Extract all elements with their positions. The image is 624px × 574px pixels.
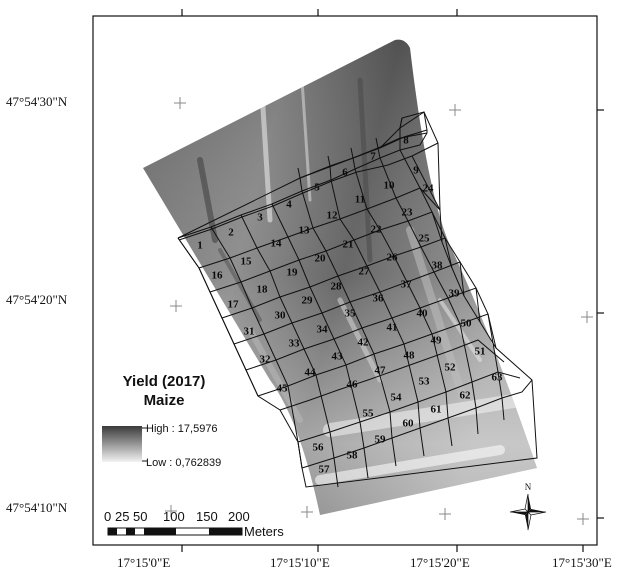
plot-label: 50 — [461, 318, 473, 330]
scale-tick-100: 100 — [163, 509, 185, 524]
plot-label: 5 — [314, 182, 320, 194]
scale-tick-50: 50 — [133, 509, 147, 524]
plot-label: 42 — [358, 337, 370, 349]
plot-label: 2 — [228, 227, 234, 239]
scale-tick-25: 25 — [115, 509, 129, 524]
lon-label-3: 17°15'20"E — [410, 555, 470, 570]
plot-label: 48 — [404, 350, 416, 362]
plot-label: 6 — [342, 167, 348, 179]
plot-label: 1 — [197, 240, 203, 252]
plot-label: 15 — [241, 256, 253, 268]
plot-label: 23 — [402, 207, 414, 219]
plot-label: 4 — [286, 199, 292, 211]
legend-title: Yield (2017) — [123, 373, 206, 390]
plot-label: 35 — [345, 308, 357, 320]
plot-label: 9 — [413, 165, 419, 177]
plot-label: 57 — [319, 464, 331, 476]
plot-label: 52 — [445, 362, 457, 374]
legend-low-label: Low : 0,762839 — [146, 457, 221, 469]
field-raster — [143, 39, 537, 516]
plot-label: 62 — [460, 390, 472, 402]
plot-label: 28 — [331, 281, 343, 293]
plot-label: 44 — [305, 367, 317, 379]
legend: Yield (2017) Maize High : 17,5976 Low : … — [102, 373, 221, 469]
plot-label: 61 — [431, 404, 442, 416]
lat-label-1: 47°54'30"N — [6, 94, 68, 109]
scale-unit: Meters — [244, 524, 284, 539]
plot-label: 59 — [375, 434, 387, 446]
legend-high-label: High : 17,5976 — [146, 423, 218, 435]
plot-label: 19 — [287, 267, 299, 279]
plot-label: 16 — [212, 270, 224, 282]
plot-label: 58 — [347, 450, 359, 462]
plot-label: 43 — [332, 351, 344, 363]
plot-label: 39 — [449, 288, 461, 300]
plot-label: 21 — [343, 239, 354, 251]
plot-label: 24 — [423, 183, 435, 195]
plot-label: 26 — [387, 252, 399, 264]
plot-label: 25 — [419, 233, 431, 245]
plot-label: 40 — [417, 308, 429, 320]
plot-label: 11 — [355, 194, 365, 206]
plot-label: 22 — [371, 224, 383, 236]
plot-label: 10 — [384, 180, 396, 192]
map-frame — [92, 15, 598, 546]
plot-label: 31 — [244, 326, 255, 338]
plot-label: 29 — [302, 295, 314, 307]
plot-label: 7 — [370, 151, 376, 163]
graticule-crosses — [165, 97, 593, 525]
scale-tick-150: 150 — [196, 509, 218, 524]
lat-label-3: 47°54'10"N — [6, 500, 68, 515]
plot-label: 33 — [289, 338, 301, 350]
plot-label: 49 — [431, 335, 443, 347]
lat-label-2: 47°54'20"N — [6, 292, 68, 307]
plot-label: 37 — [401, 279, 413, 291]
plot-label: 53 — [419, 376, 431, 388]
plot-label: 47 — [375, 365, 387, 377]
legend-gradient — [102, 426, 142, 462]
lon-label-2: 17°15'10"E — [270, 555, 330, 570]
plot-label: 46 — [347, 379, 359, 391]
frame-ticks — [181, 9, 604, 552]
plot-label: 38 — [432, 260, 444, 272]
plot-label: 17 — [228, 299, 240, 311]
plot-label: 63 — [492, 372, 504, 384]
plot-labels: 1234567891011121314151617181920212223242… — [197, 135, 503, 476]
plot-label: 32 — [260, 354, 272, 366]
plot-label: 3 — [257, 212, 263, 224]
plot-label: 30 — [275, 310, 287, 322]
legend-subtitle: Maize — [144, 392, 185, 409]
plot-label: 12 — [327, 210, 339, 222]
coordinate-labels: 47°54'30"N 47°54'20"N 47°54'10"N 17°15'0… — [6, 94, 612, 570]
plot-label: 60 — [403, 418, 415, 430]
plot-label: 20 — [315, 253, 327, 265]
plot-label: 45 — [277, 383, 289, 395]
lon-label-4: 17°15'30"E — [552, 555, 612, 570]
scale-tick-200: 200 — [228, 509, 250, 524]
plot-label: 8 — [403, 135, 409, 147]
north-arrow: N — [509, 482, 547, 531]
plot-label: 55 — [363, 408, 375, 420]
plot-label: 51 — [475, 346, 486, 358]
plot-grid — [177, 111, 538, 488]
plot-label: 41 — [387, 322, 398, 334]
plot-label: 54 — [391, 392, 403, 404]
plot-label: 14 — [271, 238, 283, 250]
plot-label: 34 — [317, 324, 329, 336]
plot-label: 27 — [359, 266, 371, 278]
scale-bar: 0 25 50 100 150 200 Meters — [104, 509, 284, 539]
north-label: N — [525, 482, 532, 492]
plot-label: 18 — [257, 284, 269, 296]
scale-tick-0: 0 — [104, 509, 111, 524]
plot-label: 56 — [313, 442, 325, 454]
lon-label-1: 17°15'0"E — [117, 555, 170, 570]
plot-label: 13 — [299, 225, 311, 237]
plot-label: 36 — [373, 293, 385, 305]
